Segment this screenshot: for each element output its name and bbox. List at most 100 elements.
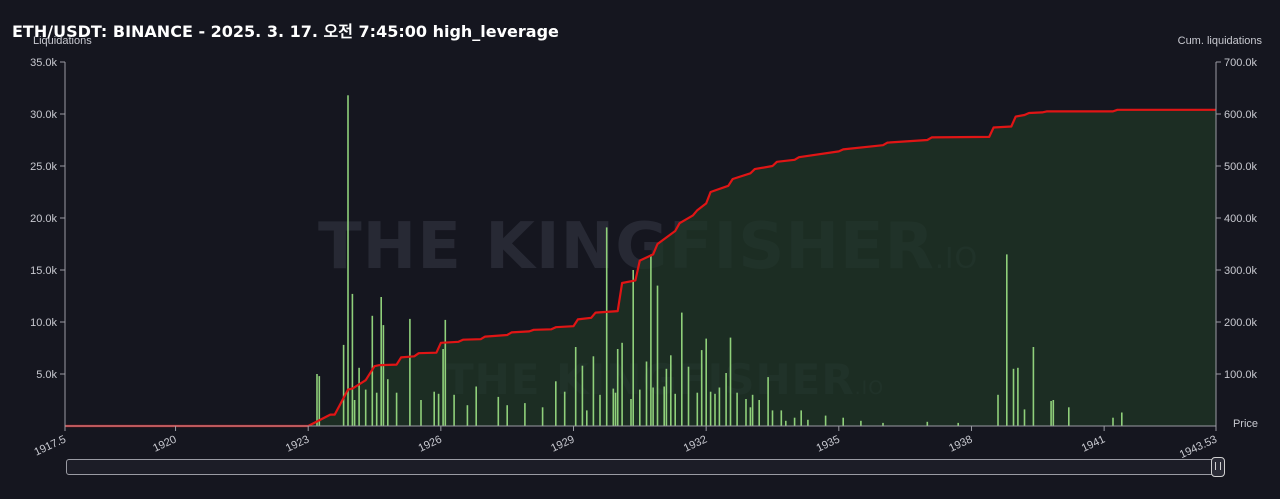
x-tick-label: 1941 (1080, 433, 1107, 454)
liquidation-bar (670, 355, 672, 426)
liquidation-bar (497, 396, 500, 426)
x-tick-label: 1917.5 (32, 433, 68, 458)
liquidation-bar (616, 349, 619, 426)
cumulative-line-layer (65, 108, 1216, 428)
liquidation-bar (767, 377, 769, 426)
liquidation-bar (632, 270, 634, 426)
y-axis-title: Liquidations (33, 35, 92, 47)
scrollbar-handle[interactable] (1211, 457, 1225, 477)
liquidation-bar (860, 420, 862, 426)
liquidation-bar (957, 422, 959, 426)
liquidation-bar (1023, 409, 1026, 426)
y-tick-label: 15.0k (30, 265, 57, 277)
y-tick-label: 35.0k (30, 57, 57, 69)
chart-title: ETH/USDT: BINANCE - 2025. 3. 17. 오전 7:45… (12, 22, 559, 41)
liquidation-bar (674, 393, 676, 426)
liquidation-bar (780, 410, 783, 426)
liquidation-bar (751, 394, 754, 426)
liquidation-bar (630, 399, 632, 426)
x-tick-label: 1926 (417, 433, 444, 454)
liquidation-bar (433, 391, 435, 426)
liquidation-bar (663, 386, 665, 426)
liquidation-bar (882, 422, 884, 426)
range-scrollbar[interactable] (66, 457, 1225, 477)
liquidation-bar (382, 325, 385, 426)
y2-tick-label: 200.0k (1224, 317, 1258, 329)
y2-axis-title: Cum. liquidations (1177, 35, 1262, 47)
y-tick-label: 25.0k (30, 161, 57, 173)
liquidation-bar (586, 410, 588, 426)
liquidation-bar (1052, 400, 1055, 426)
x-tick-label: 1929 (549, 433, 576, 454)
liquidation-bar (358, 367, 360, 426)
liquidation-bar (612, 388, 615, 426)
liquidation-bar (409, 318, 411, 426)
x-tick-label: 1938 (947, 433, 974, 454)
y-tick-label: 20.0k (30, 213, 57, 225)
liquidation-bar (1121, 412, 1123, 426)
liquidation-bar (639, 389, 641, 426)
liquidation-bar (1112, 417, 1114, 426)
liquidation-bar (614, 392, 617, 426)
liquidation-bar (1068, 407, 1070, 426)
liquidation-bar (475, 386, 477, 426)
x-tick-label: 1935 (815, 433, 842, 454)
y2-tick-label: 600.0k (1224, 109, 1258, 121)
liquidation-bar (665, 368, 668, 426)
liquidation-bar (621, 342, 623, 426)
liquidation-bar (1012, 368, 1015, 426)
liquidation-bar (442, 349, 444, 426)
y-tick-label: 10.0k (30, 317, 57, 329)
liquidation-bar (997, 394, 999, 426)
liquidation-bar (375, 392, 378, 426)
liquidation-bar (581, 365, 584, 426)
liquidation-bar (785, 420, 787, 426)
y-tick-label: 5.0k (36, 369, 57, 381)
liquidation-bar (696, 392, 699, 426)
liquidation-bar (380, 297, 382, 426)
liquidation-bar (745, 399, 747, 426)
liquidation-bar (725, 373, 727, 426)
liquidation-bar (592, 356, 595, 426)
liquidation-bar (541, 407, 544, 426)
x-tick-label: 1923 (284, 433, 311, 454)
liquidation-bar (800, 410, 802, 426)
liquidation-bar (364, 389, 367, 426)
liquidation-bar (645, 361, 648, 426)
y2-tick-label: 100.0k (1224, 369, 1258, 381)
liquidation-bar (555, 381, 557, 426)
liquidation-bar (1017, 367, 1019, 426)
liquidation-bar (656, 285, 659, 426)
liquidation-bar (387, 379, 389, 426)
liquidation-bar (771, 410, 774, 426)
liquidation-bar (563, 391, 566, 426)
liquidation-bar (466, 405, 469, 426)
cumulative-area (65, 109, 1216, 427)
liquidation-bar (807, 419, 809, 426)
liquidation-bar (524, 403, 526, 426)
liquidation-bar (842, 417, 844, 426)
liquidation-bar (681, 312, 683, 426)
liquidation-bar (650, 254, 652, 426)
liquidation-bar (749, 407, 752, 426)
liquidation-bar (316, 374, 318, 426)
liquidation-bar (574, 347, 577, 426)
liquidation-bar (1032, 347, 1035, 426)
liquidation-bar (687, 366, 690, 426)
cumulative-area-layer (65, 109, 1216, 427)
y2-tick-label: 300.0k (1224, 265, 1258, 277)
y2-tick-label: 400.0k (1224, 213, 1258, 225)
liquidation-bar (926, 421, 929, 426)
liquidation-bar (714, 393, 716, 426)
liquidation-bar (318, 376, 321, 426)
y2-tick-label: 700.0k (1224, 57, 1258, 69)
liquidation-bar (793, 417, 796, 426)
y-tick-label: 30.0k (30, 109, 57, 121)
liquidation-bar (729, 337, 732, 426)
liquidation-bar (506, 405, 508, 426)
liquidation-bar (758, 400, 760, 426)
liquidation-bar (705, 338, 707, 426)
liquidation-bar (709, 391, 712, 426)
x-tick-label: 1920 (151, 433, 178, 454)
